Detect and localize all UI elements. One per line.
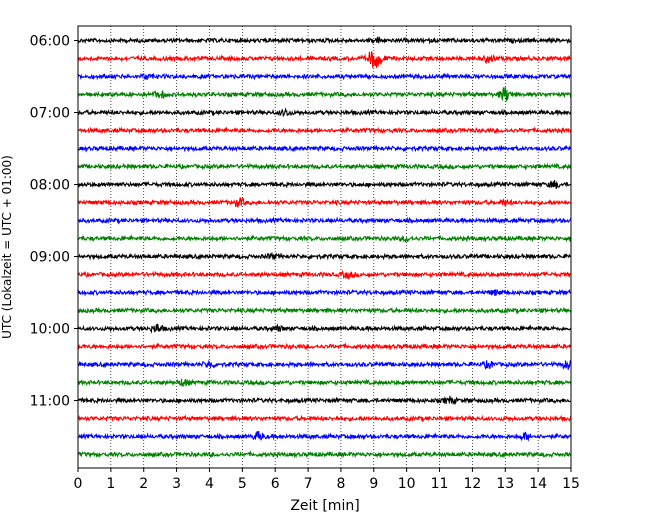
trace-1045 [77,378,572,388]
x-tick-label: 10 [398,476,416,492]
x-tick-label: 4 [205,476,214,492]
x-axis-ticks: 0 1 2 3 4 5 6 7 8 9 10 11 12 13 14 15 [74,468,580,492]
x-tick-label: 13 [496,476,514,492]
seismic-traces [77,35,572,459]
y-tick-label: 10:00 [30,322,70,338]
trace-0645 [77,87,572,102]
plot-frame [77,25,572,469]
x-tick-label: 7 [304,476,313,492]
x-tick-label: 0 [74,476,83,492]
x-tick-label: 2 [139,476,148,492]
y-tick-label: 08:00 [30,178,70,194]
trace-1100 [77,395,572,406]
x-tick-label: 8 [336,476,345,492]
trace-0700 [77,107,572,117]
y-tick-label: 11:00 [30,394,70,410]
trace-0715 [77,126,572,135]
trace-0930 [77,288,572,297]
x-axis-label: Zeit [min] [290,498,359,514]
trace-0900 [77,251,572,261]
y-tick-label: 07:00 [30,106,70,122]
trace-0915 [77,269,572,280]
y-tick-label: 06:00 [30,34,70,50]
trace-1015 [77,342,572,351]
x-tick-label: 3 [172,476,181,492]
trace-1145 [77,450,572,459]
trace-0800 [77,179,572,190]
x-tick-label: 12 [463,476,481,492]
trace-1115 [77,414,572,423]
trace-0945 [77,306,572,315]
trace-1130 [77,430,572,442]
x-tick-label: 9 [369,476,378,492]
trace-0730 [77,144,572,153]
x-tick-label: 14 [529,476,547,492]
trace-0600 [77,35,572,45]
x-tick-label: 6 [271,476,280,492]
x-tick-label: 11 [431,476,449,492]
trace-0815 [77,197,572,208]
y-tick-label: 09:00 [30,250,70,266]
trace-0630 [77,72,572,81]
x-tick-label: 15 [562,476,580,492]
y-axis-ticks: 06:00 07:00 08:00 09:00 10:00 11:00 [30,34,78,410]
trace-1030 [77,359,572,370]
trace-0615 [77,51,572,69]
y-axis-label: UTC (Lokalzeit = UTC + 01:00) [0,155,14,339]
x-tick-label: 5 [238,476,247,492]
trace-0830 [77,216,572,225]
x-tick-label: 1 [106,476,115,492]
trace-0845 [77,234,572,243]
trace-1000 [77,323,572,334]
trace-0745 [77,162,572,171]
